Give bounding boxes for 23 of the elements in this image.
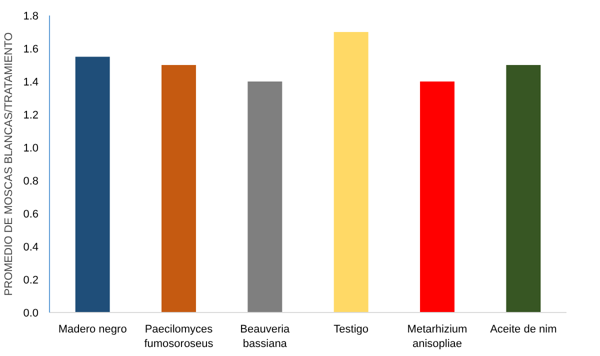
x-tick-label: Madero negro [58,324,127,336]
y-tick-label: 1.8 [23,10,39,22]
y-tick-label: 1.6 [23,44,39,56]
bar [420,82,454,312]
y-axis-title: PROMEDIO DE MOSCAS BLANCAS/TRATAMIENTO [3,32,16,296]
bar [506,65,541,312]
bar [162,65,196,312]
y-tick-label: 1.0 [23,142,39,154]
bar [248,82,282,312]
bar [75,56,110,312]
y-tick-label: 0.4 [23,242,39,254]
x-tick-label: Metarhizium anisopliae [407,324,468,350]
y-tick-label: 0.2 [23,274,39,286]
x-tick-label: Paecilomyces fumosoroseus [144,324,214,350]
bar [334,32,368,312]
x-tick-label: Aceite de nim [490,324,557,336]
x-tick-label: Testigo [334,324,369,336]
y-tick-label: 1.4 [23,76,39,88]
y-tick-label: 0.8 [23,176,39,188]
y-tick-label: 1.2 [23,110,39,122]
x-tick-label: Beauveria bassiana [240,324,291,350]
y-tick-label: 0.6 [23,208,39,220]
y-tick-label: 0.0 [23,308,39,320]
